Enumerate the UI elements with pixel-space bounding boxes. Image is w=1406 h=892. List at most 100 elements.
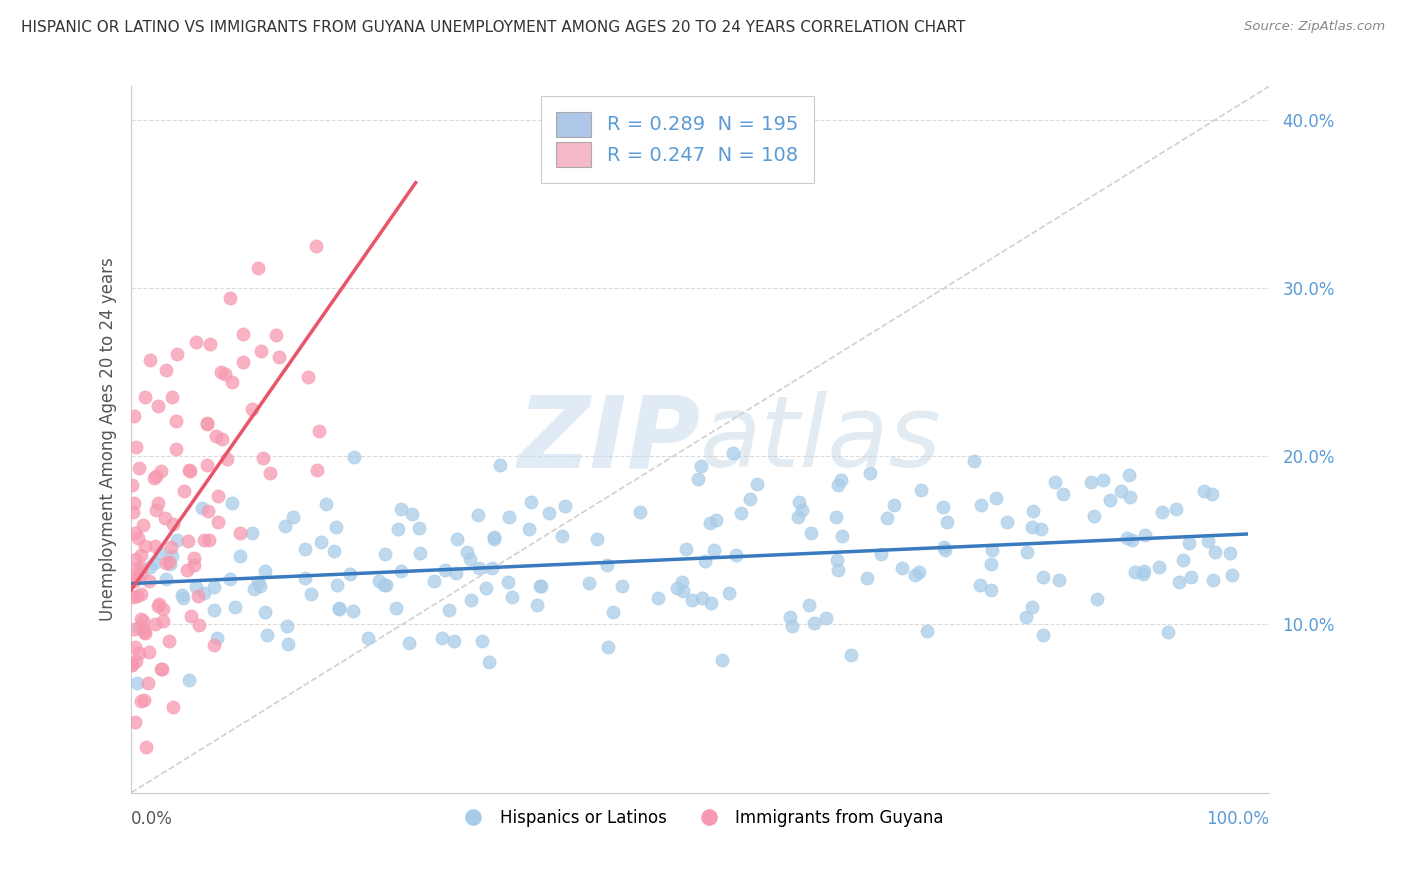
Point (408, 521, 430, 535)
Point (1121, 533, 1143, 548)
Point (145, 469, 167, 483)
Point (357, 632, 380, 646)
Point (188, 617, 211, 632)
Point (1164, 501, 1187, 516)
Point (143, 539, 166, 553)
Text: HISPANIC OR LATINO VS IMMIGRANTS FROM GUYANA UNEMPLOYMENT AMONG AGES 20 TO 24 YE: HISPANIC OR LATINO VS IMMIGRANTS FROM GU… (21, 20, 966, 35)
Point (700, 596, 723, 610)
Legend: Hispanics or Latinos, Immigrants from Guyana: Hispanics or Latinos, Immigrants from Gu… (450, 803, 950, 834)
Point (980, 557, 1002, 571)
Point (717, 586, 740, 600)
Point (125, 655, 148, 669)
Point (883, 498, 905, 512)
Point (444, 566, 467, 581)
Point (578, 576, 600, 591)
Point (170, 588, 193, 602)
Point (325, 520, 347, 534)
Point (152, 614, 174, 628)
Point (143, 617, 166, 632)
Point (1098, 493, 1121, 508)
Point (780, 619, 803, 633)
Point (915, 624, 938, 638)
Point (1135, 528, 1157, 542)
Point (135, 740, 157, 755)
Point (173, 483, 195, 498)
Point (159, 540, 181, 554)
Point (423, 574, 446, 588)
Point (176, 563, 198, 577)
Point (681, 592, 703, 607)
Point (1202, 574, 1225, 588)
Point (197, 504, 219, 518)
Point (433, 563, 456, 577)
Point (839, 648, 862, 662)
Point (585, 533, 607, 547)
Point (790, 503, 813, 517)
Point (830, 473, 852, 487)
Point (315, 497, 337, 511)
Point (240, 525, 263, 540)
Point (995, 515, 1018, 529)
Point (179, 464, 201, 478)
Point (259, 466, 281, 480)
Point (1029, 522, 1052, 536)
Point (1091, 473, 1114, 487)
Y-axis label: Unemployment Among Ages 20 to 24 years: Unemployment Among Ages 20 to 24 years (100, 258, 117, 622)
Point (980, 583, 1002, 598)
Point (121, 658, 143, 673)
Point (328, 602, 350, 616)
Point (1045, 475, 1067, 489)
Point (150, 662, 173, 676)
Point (308, 424, 330, 438)
Point (138, 574, 160, 589)
Point (128, 646, 150, 660)
Point (191, 501, 214, 516)
Point (797, 598, 820, 612)
Point (498, 510, 520, 524)
Point (501, 590, 523, 604)
Point (482, 532, 505, 546)
Point (127, 531, 149, 545)
Point (129, 567, 152, 582)
Point (124, 552, 146, 566)
Point (478, 656, 501, 670)
Point (132, 615, 155, 629)
Point (127, 676, 149, 690)
Point (125, 589, 148, 603)
Point (323, 544, 346, 558)
Point (1152, 505, 1174, 519)
Point (827, 478, 849, 492)
Point (1132, 566, 1154, 581)
Point (1017, 545, 1039, 559)
Point (1178, 536, 1201, 550)
Point (981, 543, 1004, 558)
Point (229, 525, 252, 540)
Point (193, 533, 215, 547)
Point (121, 478, 143, 492)
Point (211, 365, 233, 379)
Point (328, 601, 350, 615)
Point (1171, 553, 1194, 567)
Point (252, 450, 274, 465)
Point (602, 605, 624, 619)
Point (148, 400, 170, 414)
Point (162, 516, 184, 531)
Point (124, 640, 146, 654)
Point (121, 657, 143, 671)
Point (152, 602, 174, 616)
Point (481, 561, 503, 575)
Point (131, 518, 153, 533)
Point (1157, 624, 1180, 639)
Point (297, 369, 319, 384)
Point (132, 693, 155, 707)
Point (131, 561, 153, 575)
Point (1049, 573, 1071, 587)
Point (387, 522, 409, 536)
Point (730, 507, 752, 521)
Point (122, 505, 145, 519)
Point (195, 417, 218, 431)
Point (800, 526, 823, 541)
Point (675, 542, 697, 557)
Point (221, 375, 243, 389)
Point (121, 590, 143, 604)
